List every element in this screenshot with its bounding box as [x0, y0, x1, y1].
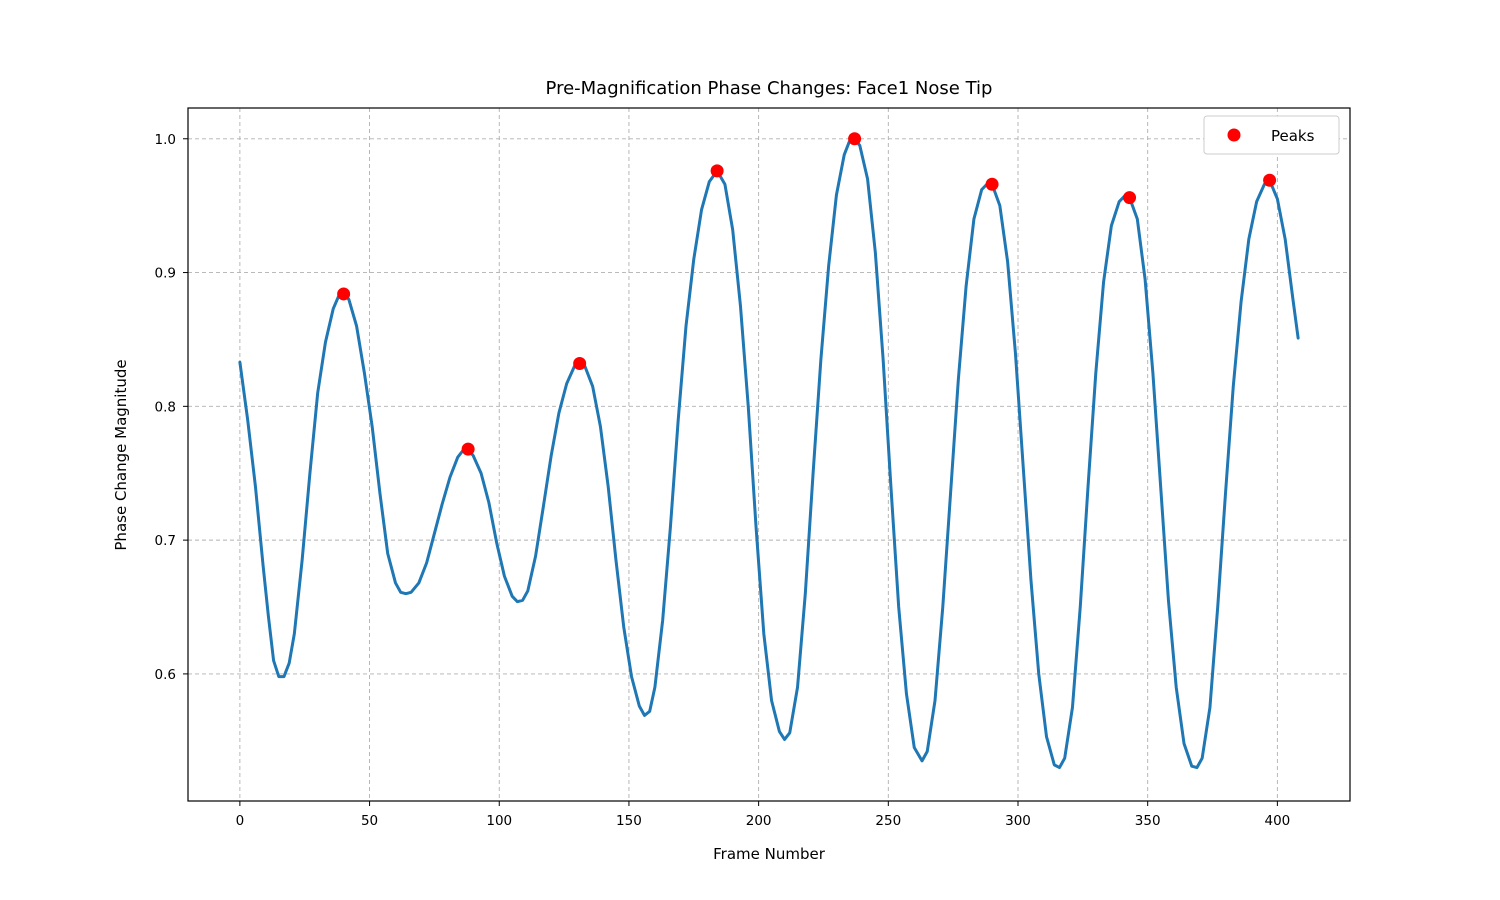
peak-point — [848, 132, 862, 146]
legend-box — [1203, 115, 1340, 155]
y-axis: 0.6 0.7 0.8 0.9 1.0 — [155, 132, 188, 683]
x-tick-label: 150 — [616, 813, 642, 829]
x-tick-label: 250 — [875, 813, 901, 829]
peak-point — [337, 287, 351, 301]
x-tick-label: 100 — [486, 813, 512, 829]
y-axis-label: Phase Change Magnitude — [112, 359, 130, 550]
x-axis: 0 50 100 150 200 250 300 350 400 — [236, 801, 1290, 829]
peak-point — [1123, 191, 1137, 205]
peak-point — [461, 442, 475, 456]
peak-point — [985, 177, 999, 191]
x-axis-label: Frame Number — [713, 845, 826, 863]
legend: Peaks — [1203, 115, 1340, 155]
y-tick-label: 0.6 — [155, 667, 176, 683]
legend-peaks-label: Peaks — [1271, 127, 1315, 145]
y-tick-label: 0.7 — [155, 533, 176, 549]
y-tick-label: 0.8 — [155, 399, 176, 415]
x-tick-label: 400 — [1264, 813, 1290, 829]
x-tick-label: 50 — [361, 813, 378, 829]
chart-title: Pre-Magnification Phase Changes: Face1 N… — [546, 78, 993, 99]
x-tick-label: 300 — [1005, 813, 1031, 829]
peak-point — [710, 164, 724, 178]
x-tick-label: 0 — [236, 813, 245, 829]
x-tick-label: 350 — [1135, 813, 1161, 829]
line-series — [238, 137, 1300, 770]
peak-point — [1263, 173, 1277, 187]
peak-point — [573, 357, 587, 371]
y-tick-label: 1.0 — [155, 132, 176, 148]
peak-markers — [337, 132, 1277, 456]
legend-peaks-marker — [1227, 128, 1241, 142]
y-tick-label: 0.9 — [155, 266, 176, 282]
phase-change-line — [238, 137, 1300, 770]
x-tick-label: 200 — [746, 813, 772, 829]
plot-frame — [187, 107, 1351, 802]
